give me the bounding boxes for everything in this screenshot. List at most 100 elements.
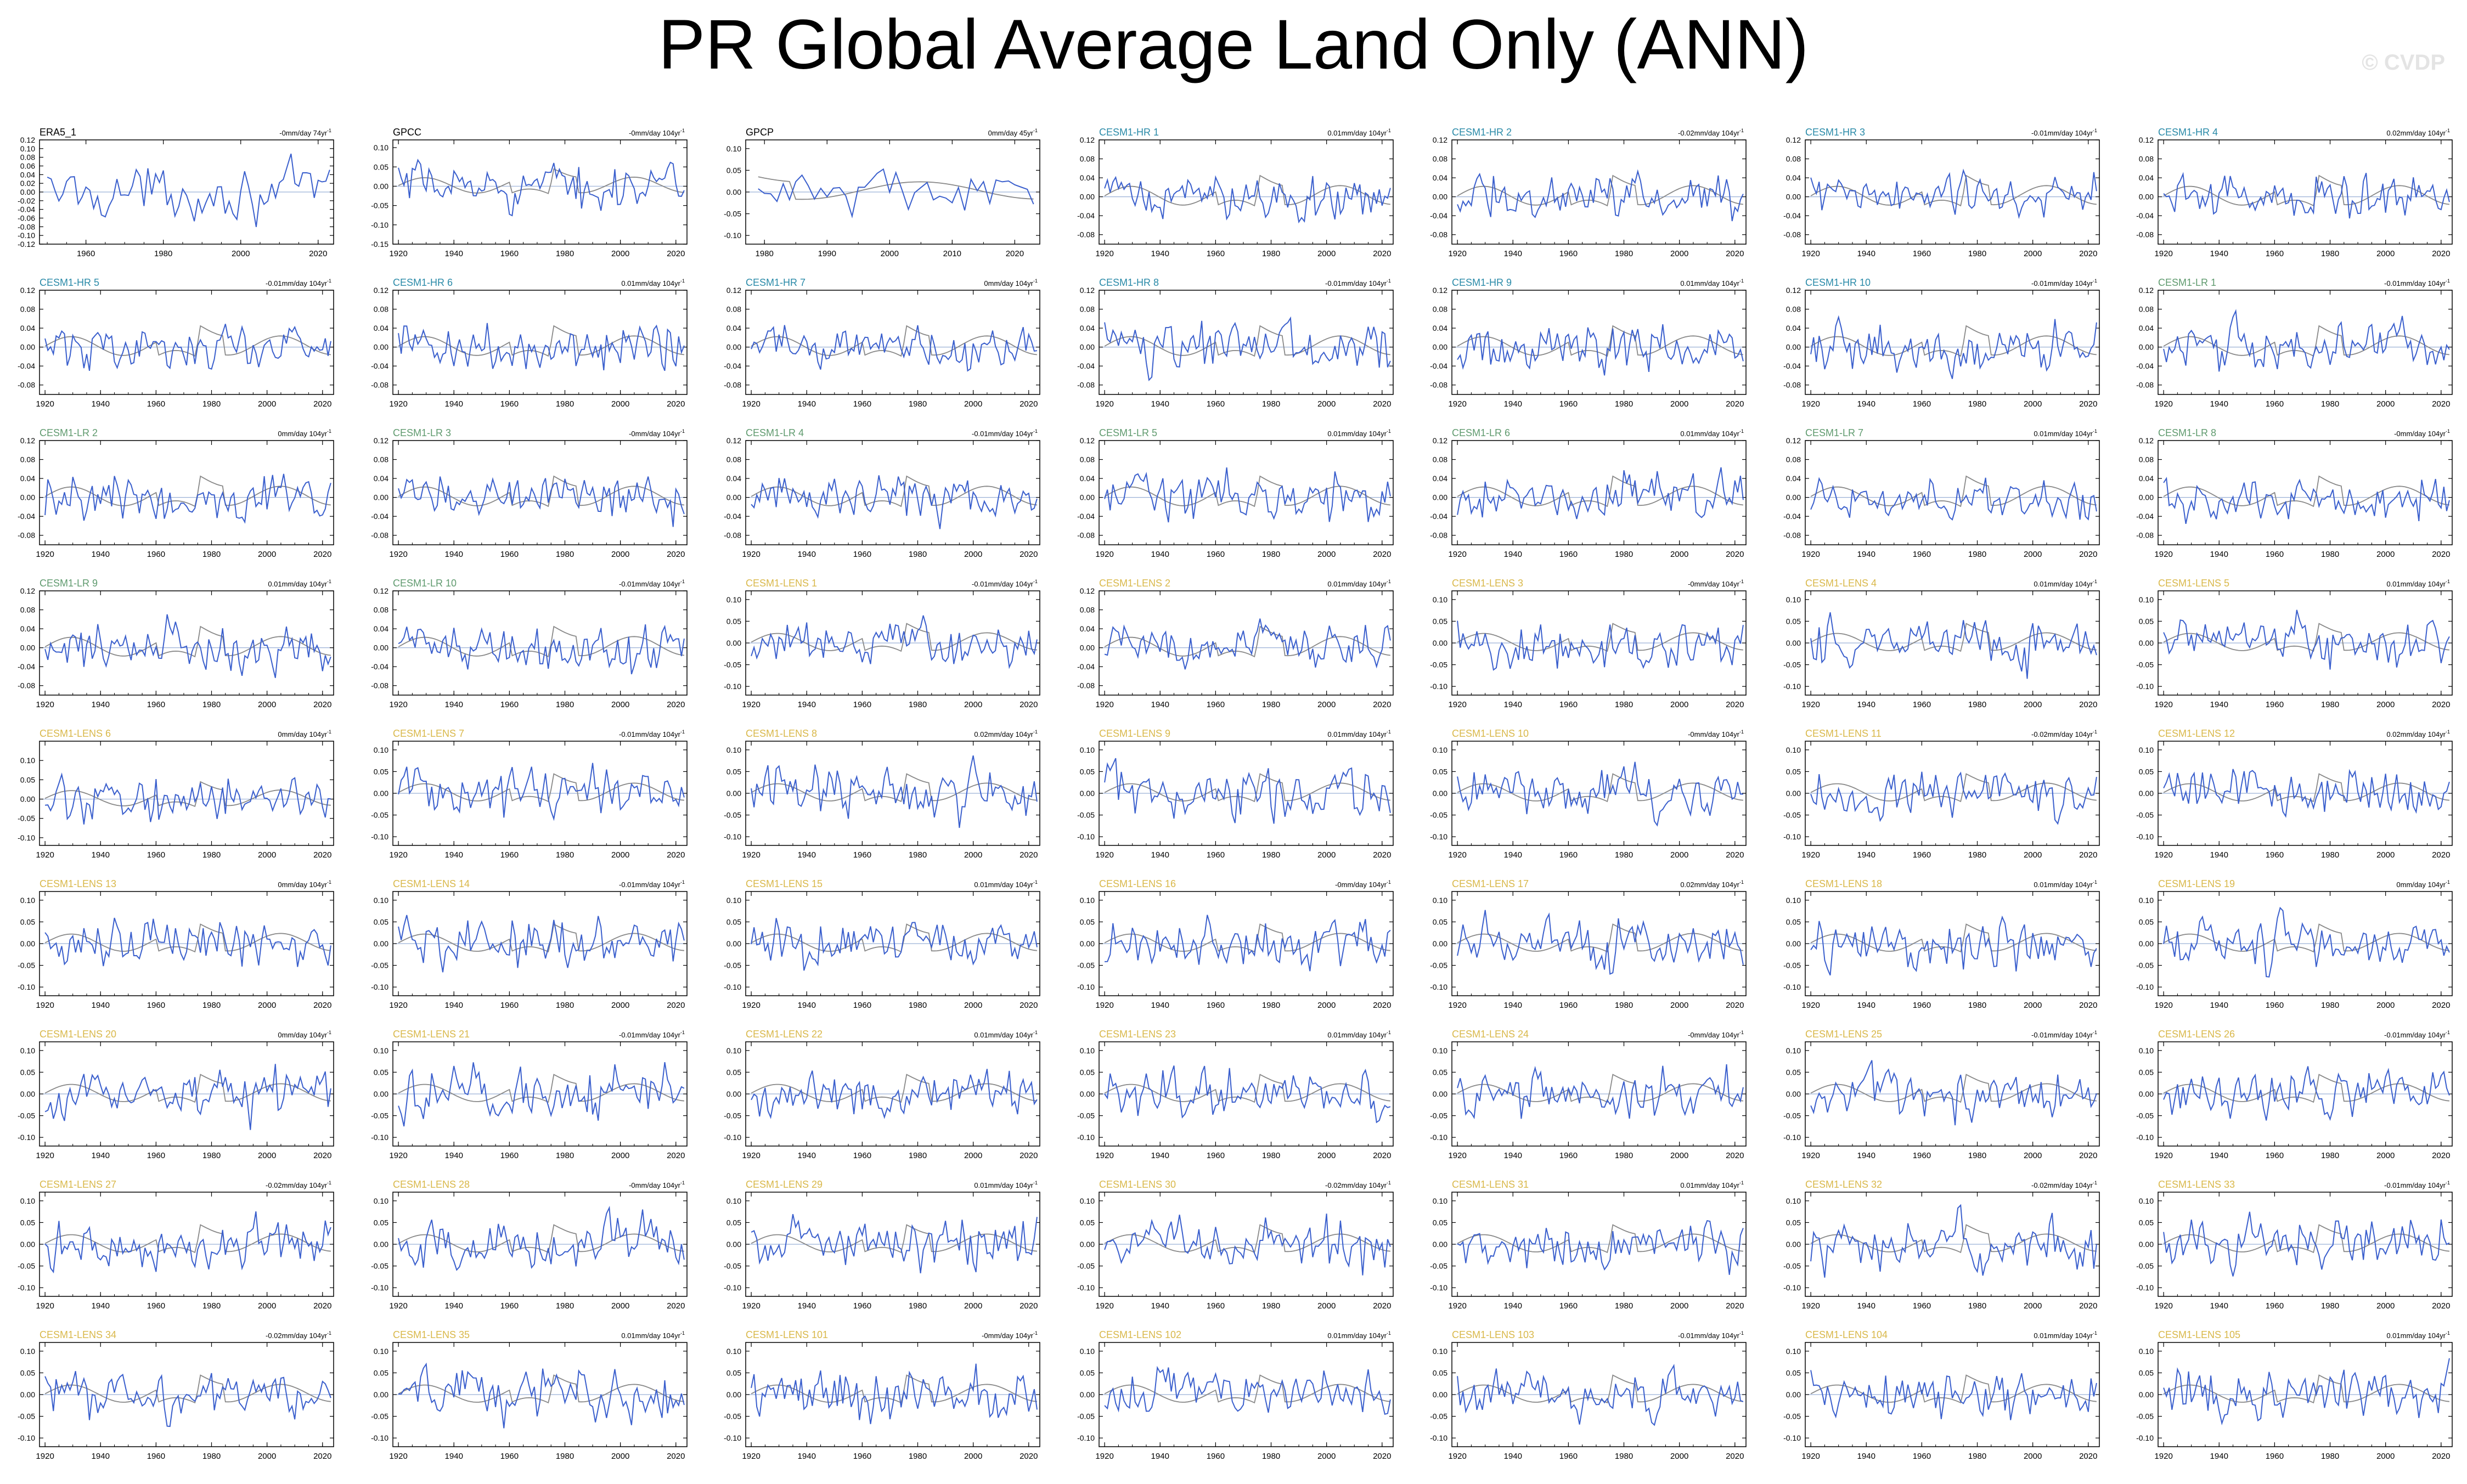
xtick-label: 1920 (389, 1001, 407, 1010)
xtick-label: 1980 (1615, 1301, 1633, 1311)
xtick-label: 2000 (2376, 1001, 2395, 1010)
xtick-label: 1980 (202, 850, 221, 860)
ytick-label: 0.00 (374, 644, 388, 652)
ytick-label: -0.10 (724, 1283, 741, 1292)
ytick-label: -0.10 (1783, 832, 1801, 841)
panel-46: CESM1-LENS 24 -0mm/day 104yr-1 -0.10 -0.05 0… (1430, 1029, 1747, 1160)
panel-57: CESM1-LENS 35 0.01mm/day 104yr-1 -0.10 -0.0… (371, 1329, 688, 1461)
panel-label: CESM1-LENS 8 (746, 728, 817, 739)
ytick-label: -0.08 (2136, 230, 2154, 239)
xtick-label: 1940 (1857, 1452, 1875, 1461)
ytick-label: 0.04 (1433, 173, 1447, 182)
xtick-label: 1980 (154, 249, 172, 258)
xtick-label: 1980 (909, 850, 927, 860)
obs-series-line (44, 781, 331, 808)
xtick-label: 1980 (1968, 1452, 1986, 1461)
ytick-label: 0.00 (1080, 939, 1095, 948)
model-series-line (2163, 309, 2450, 372)
panel-6: CESM1-HR 4 0.02mm/day 104yr-1 -0.08 -0.04 0.… (2136, 127, 2453, 258)
ytick-label: 0.10 (726, 1197, 741, 1205)
ytick-label: 0.10 (374, 143, 388, 152)
xtick-label: 1960 (1207, 1151, 1225, 1160)
trend-label: -0mm/day 104yr-1 (1688, 729, 1744, 738)
xtick-label: 1960 (500, 1452, 519, 1461)
xtick-label: 1980 (1615, 1452, 1633, 1461)
ytick-label: -0.05 (371, 811, 388, 820)
xtick-label: 1920 (1801, 1151, 1820, 1160)
ytick-label: 0.08 (1786, 455, 1801, 464)
trend-label: -0.01mm/day 104yr-1 (1325, 278, 1391, 287)
xtick-label: 2020 (1020, 550, 1038, 559)
ytick-label: 0.05 (374, 1218, 388, 1227)
ytick-label: -0.05 (1783, 1111, 1801, 1120)
obs-series-line (2163, 773, 2449, 803)
ytick-label: 0.00 (2139, 343, 2154, 352)
panel-label: CESM1-LENS 6 (40, 728, 111, 739)
xtick-label: 1980 (1262, 700, 1280, 709)
xtick-label: 2000 (611, 399, 629, 409)
xtick-label: 1940 (1151, 1301, 1169, 1311)
xtick-label: 1920 (1448, 850, 1466, 860)
model-series-line (1457, 910, 1744, 975)
xtick-label: 2000 (964, 850, 982, 860)
plot-frame (1451, 440, 1747, 545)
trend-label: 0.01mm/day 104yr-1 (1327, 579, 1391, 588)
ytick-label: 0.12 (1080, 586, 1095, 595)
ytick-label: 0.05 (1080, 767, 1095, 776)
xtick-label: 1940 (1857, 700, 1875, 709)
panel-label: CESM1-LR 4 (746, 427, 804, 438)
xtick-label: 2000 (2024, 1151, 2042, 1160)
model-series-line (44, 1064, 331, 1130)
xtick-label: 1920 (1448, 1301, 1466, 1311)
xtick-label: 2000 (1317, 1151, 1336, 1160)
xtick-label: 1960 (853, 700, 871, 709)
obs-series-line (2163, 1074, 2449, 1103)
panel-18: CESM1-LR 6 0.01mm/day 104yr-1 -0.08 -0.04 0.… (1430, 427, 1747, 559)
model-series-line (751, 1363, 1038, 1424)
panel-label: CESM1-LENS 16 (1099, 878, 1176, 889)
ytick-label: -0.05 (371, 1111, 388, 1120)
model-series-line (1810, 1060, 2097, 1126)
xtick-label: 2000 (258, 399, 276, 409)
panel-label: CESM1-LENS 30 (1099, 1179, 1176, 1190)
panel-label: CESM1-LENS 29 (746, 1179, 823, 1190)
ytick-label: 0.04 (1433, 474, 1447, 483)
ytick-label: 0.00 (1786, 1240, 1801, 1249)
ytick-label: -0.08 (1077, 681, 1095, 690)
ytick-label: 0.12 (1433, 436, 1447, 445)
trend-label: 0mm/day 104yr-1 (278, 1030, 331, 1039)
xtick-label: 1920 (742, 1151, 760, 1160)
xtick-label: 1960 (2266, 249, 2284, 258)
xtick-label: 1920 (1801, 399, 1820, 409)
ytick-label: 0.10 (1433, 1046, 1447, 1055)
xtick-label: 1960 (147, 850, 165, 860)
ytick-label: 0.04 (726, 474, 741, 483)
xtick-label: 2020 (1726, 399, 1744, 409)
trend-label: 0mm/day 45yr-1 (988, 128, 1038, 137)
trend-label: -0mm/day 104yr-1 (629, 128, 685, 137)
trend-label: 0.01mm/day 104yr-1 (1680, 278, 1744, 287)
xtick-label: 1940 (1151, 399, 1169, 409)
obs-series-line (1810, 1074, 2097, 1103)
xtick-label: 1920 (1448, 700, 1466, 709)
plot-frame (392, 440, 688, 545)
xtick-label: 2000 (964, 1001, 982, 1010)
xtick-label: 2020 (309, 249, 327, 258)
xtick-label: 2020 (2432, 249, 2450, 258)
xtick-label: 1960 (1207, 850, 1225, 860)
ytick-label: 0.00 (2139, 1390, 2154, 1399)
trend-label: 0.02mm/day 104yr-1 (2386, 729, 2450, 738)
ytick-label: -0.04 (1783, 211, 1801, 220)
ytick-label: -0.05 (724, 661, 741, 669)
ytick-label: 0.10 (1080, 896, 1095, 905)
xtick-label: 1960 (2266, 1452, 2284, 1461)
ytick-label: -0.10 (724, 231, 741, 240)
xtick-label: 1920 (742, 1452, 760, 1461)
ytick-label: 0.00 (1080, 493, 1095, 502)
ytick-label: -0.10 (371, 1133, 388, 1142)
xtick-label: 2020 (313, 399, 331, 409)
ytick-label: -0.08 (18, 381, 35, 390)
ytick-label: -0.10 (1430, 1283, 1447, 1292)
panel-label: ERA5_1 (40, 127, 76, 138)
ytick-label: -0.10 (1077, 1434, 1095, 1442)
